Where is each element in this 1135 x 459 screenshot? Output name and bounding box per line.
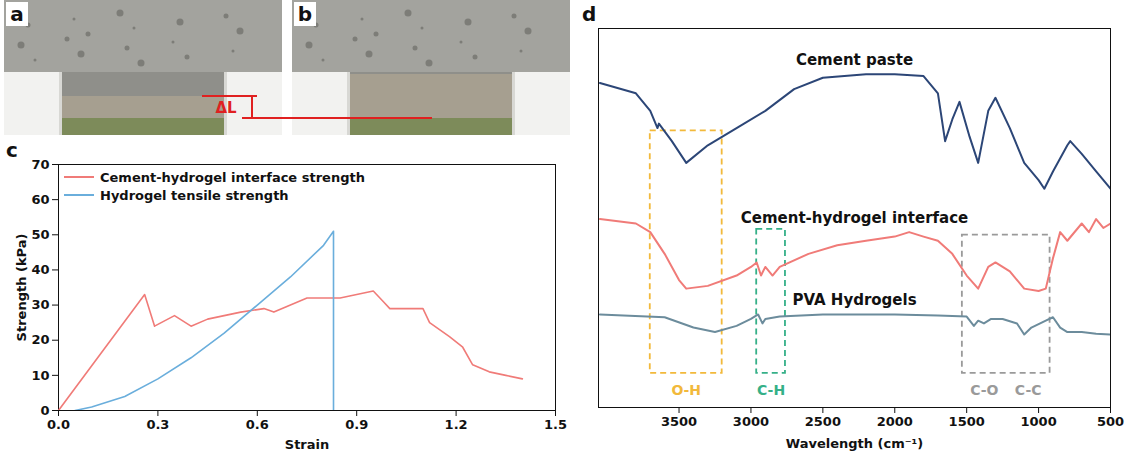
svg-text:1.2: 1.2 [445,417,468,432]
html-text:Hydrogel tensile strength: Hydrogel tensile strength [100,187,289,203]
svg-text:Strength (kPa): Strength (kPa) [14,234,29,342]
svg-text:0: 0 [40,403,49,418]
svg-text:0.3: 0.3 [146,417,169,432]
svg-text:Cement-hydrogel interface: Cement-hydrogel interface [741,209,969,227]
svg-text:b: b [298,2,312,26]
html-text:d: d [582,2,597,26]
svg-text:10: 10 [31,368,49,383]
svg-text:O-H: O-H [671,382,701,398]
svg-text:3500: 3500 [661,414,697,429]
svg-text:50: 50 [31,227,49,242]
svg-text:PVA Hydrogels: PVA Hydrogels [792,291,916,309]
svg-text:0.9: 0.9 [345,417,368,432]
svg-text:ΔL: ΔL [215,99,237,117]
svg-text:Wavelength (cm⁻¹): Wavelength (cm⁻¹) [786,436,923,451]
svg-text:500: 500 [1097,414,1124,429]
svg-text:70: 70 [31,157,49,172]
svg-text:C-O: C-O [970,382,998,398]
html-text:c: c [6,138,18,162]
svg-text:a: a [10,2,24,26]
svg-text:0.0: 0.0 [47,417,70,432]
svg-text:Cement paste: Cement paste [796,51,913,69]
svg-text:1500: 1500 [949,414,985,429]
svg-text:1.5: 1.5 [544,417,567,432]
svg-text:3000: 3000 [733,414,769,429]
svg-text:30: 30 [31,297,49,312]
svg-text:Strain: Strain [285,437,329,452]
svg-text:0.6: 0.6 [246,417,269,432]
svg-text:20: 20 [31,332,49,347]
svg-text:C-C: C-C [1015,382,1042,398]
svg-text:2500: 2500 [805,414,841,429]
svg-text:40: 40 [31,262,49,277]
svg-text:C-H: C-H [757,382,785,398]
svg-text:1000: 1000 [1020,414,1056,429]
svg-text:2000: 2000 [877,414,913,429]
html-text:Cement-hydrogel interface stre: Cement-hydrogel interface strength [100,169,365,185]
svg-text:60: 60 [31,192,49,207]
